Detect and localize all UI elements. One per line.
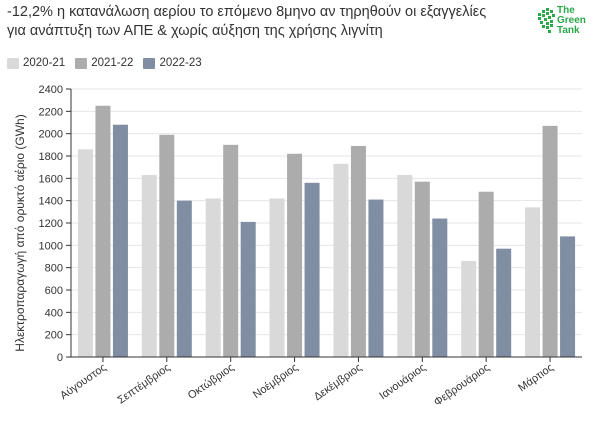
green-tank-logo-text: The Green Tank: [557, 6, 586, 36]
legend-swatch-2022-23: [143, 57, 156, 69]
legend-item-2021-22[interactable]: 2021-22: [75, 57, 133, 69]
y-axis-label: Ηλεκτροπαραγωγή από ορυκτό αέριο (GWh): [13, 114, 27, 351]
green-tank-logo: The Green Tank: [536, 4, 596, 46]
y-tick-label: 2000: [39, 129, 63, 141]
y-tick-label: 1600: [39, 173, 63, 185]
bar-2020-21-0[interactable]: [77, 149, 93, 357]
logo-line-3: Tank: [557, 25, 580, 36]
legend-label-2020-21: 2020-21: [23, 57, 66, 69]
x-tick-label: Σεπτέμβριος: [115, 362, 172, 407]
legend-swatch-2021-22: [75, 57, 88, 69]
bars: [77, 105, 576, 357]
bar-2022-23-6[interactable]: [496, 248, 512, 357]
bar-2020-21-7[interactable]: [525, 207, 541, 357]
bar-2022-23-4[interactable]: [368, 199, 384, 357]
bar-2021-22-5[interactable]: [414, 181, 430, 357]
y-tick-label: 2200: [39, 106, 63, 118]
bar-2022-23-0[interactable]: [112, 124, 128, 357]
bar-2021-22-4[interactable]: [350, 145, 366, 357]
bar-2021-22-3[interactable]: [287, 153, 303, 357]
x-tick-label: Αύγουστος: [58, 362, 109, 402]
logo-line-2: Green: [557, 15, 586, 26]
chart-title-line-2: για ανάπτυξη των ΑΠΕ & χωρίς αύξηση της …: [7, 23, 383, 39]
y-tick-label: 800: [45, 263, 63, 275]
legend-item-2020-21[interactable]: 2020-21: [7, 57, 65, 69]
bar-2022-23-2[interactable]: [240, 221, 256, 357]
y-tick-label: 1000: [39, 240, 63, 252]
legend-item-2022-23[interactable]: 2022-23: [143, 57, 202, 69]
legend-label-2022-23: 2022-23: [159, 57, 202, 69]
chart-legend: 2020-21 2021-22 2022-23: [7, 55, 212, 71]
bar-2021-22-0[interactable]: [95, 105, 111, 357]
y-tick-label: 2400: [39, 84, 63, 96]
y-tick-label: 600: [45, 285, 63, 297]
y-tick-label: 200: [45, 330, 63, 342]
legend-label-2021-22: 2021-22: [91, 57, 134, 69]
chart-title-line-1: -12,2% η κατανάλωση αερίου το επόμενο 8μ…: [7, 4, 487, 20]
chart-title: -12,2% η κατανάλωση αερίου το επόμενο 8μ…: [7, 3, 527, 41]
x-tick-label: Ιανουάριος: [377, 362, 428, 403]
y-tick-label: 0: [57, 352, 63, 364]
bar-2022-23-7[interactable]: [560, 236, 576, 357]
x-tick-label: Δεκέμβριος: [312, 362, 364, 404]
logo-line-1: The: [557, 5, 575, 16]
bar-2020-21-4[interactable]: [333, 163, 349, 357]
bar-2020-21-5[interactable]: [397, 174, 413, 357]
y-tick-label: 1800: [39, 151, 63, 163]
legend-swatch-2020-21: [7, 57, 19, 69]
bar-2022-23-1[interactable]: [176, 200, 192, 357]
y-tick-label: 1200: [39, 218, 63, 230]
bar-2021-22-1[interactable]: [159, 134, 175, 357]
bar-2020-21-1[interactable]: [141, 174, 157, 357]
bar-2021-22-6[interactable]: [478, 191, 494, 357]
green-tank-logo-icon: [538, 8, 555, 33]
bar-2021-22-7[interactable]: [542, 125, 558, 357]
x-tick-label: Νοέμβριος: [251, 362, 300, 402]
bar-2022-23-5[interactable]: [432, 218, 448, 357]
bar-2020-21-2[interactable]: [205, 198, 221, 357]
bar-2022-23-3[interactable]: [304, 182, 320, 357]
y-tick-label: 1400: [39, 196, 63, 208]
bar-2021-22-2[interactable]: [223, 144, 239, 357]
y-tick-label: 400: [45, 307, 63, 319]
x-tick-label: Φεβρουάριος: [432, 362, 492, 409]
x-tick-label: Οκτώβριος: [186, 362, 237, 402]
bar-2020-21-6[interactable]: [461, 260, 477, 357]
bar-2020-21-3[interactable]: [269, 198, 285, 357]
x-tick-label: Μάρτιος: [516, 362, 556, 395]
